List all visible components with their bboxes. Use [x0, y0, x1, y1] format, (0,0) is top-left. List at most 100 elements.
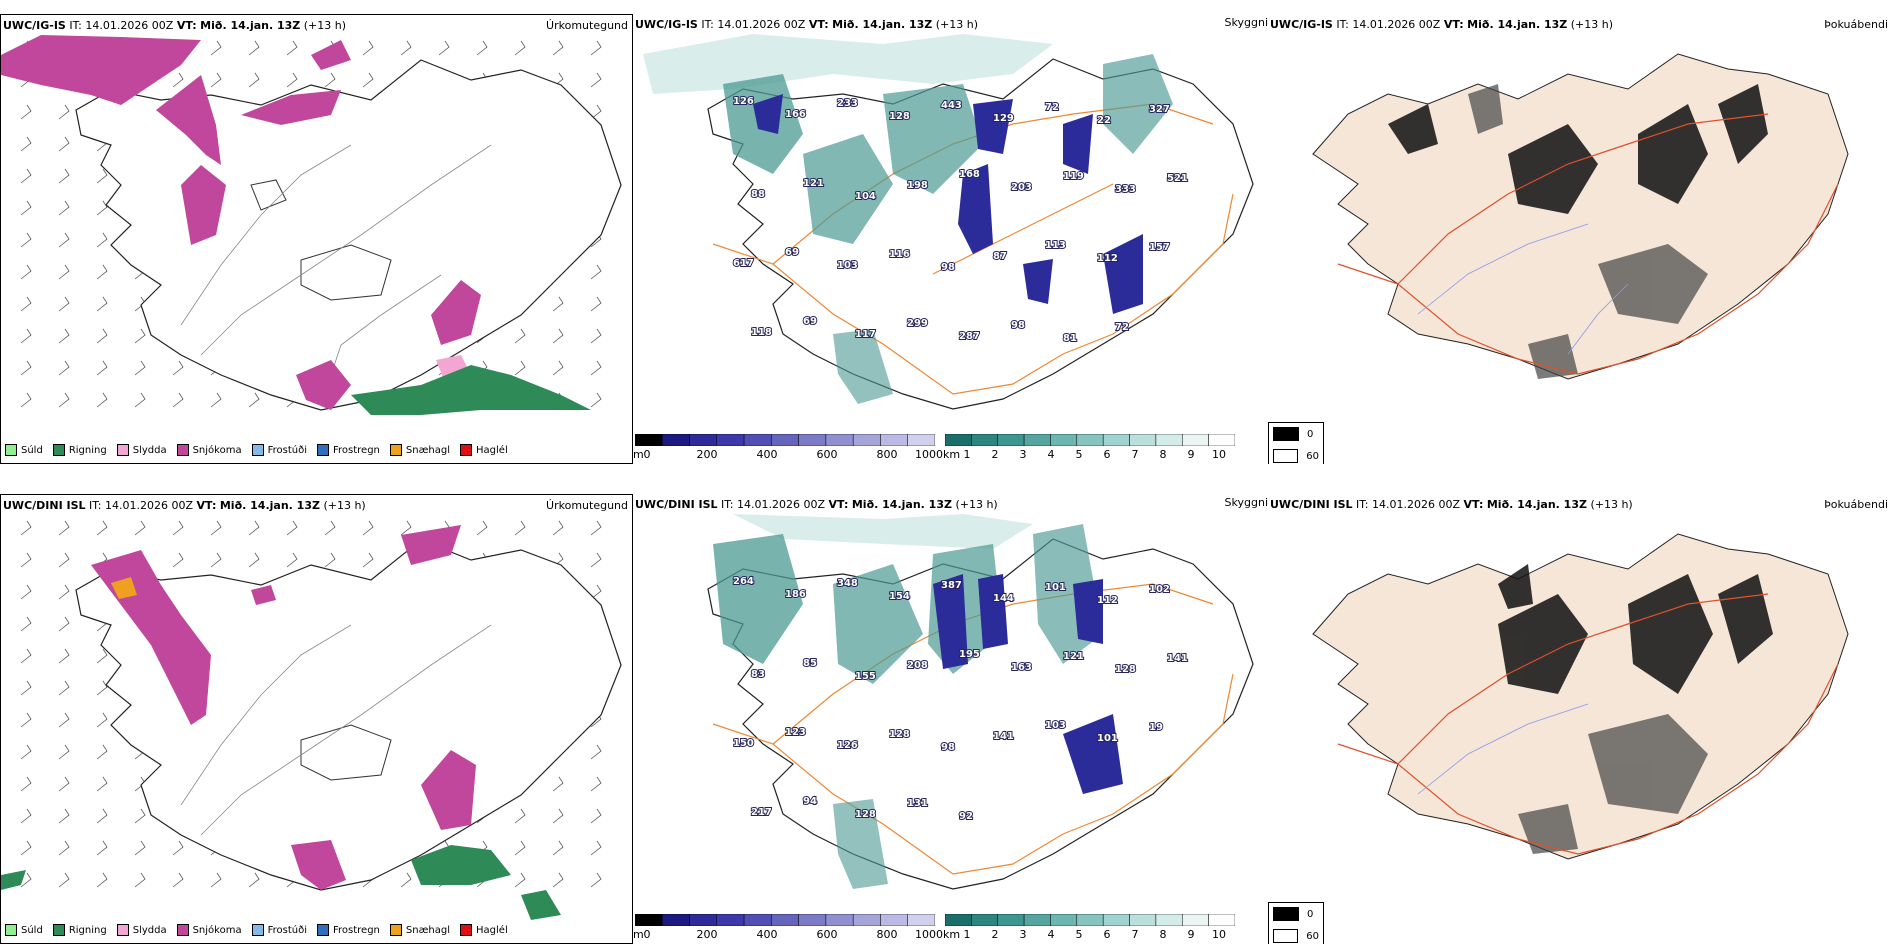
wind-barb [324, 520, 336, 536]
wind-barb [590, 520, 602, 536]
iceland-fog-map [1312, 53, 1849, 380]
legend-item-slydda: Slydda [116, 444, 167, 456]
wind-barb [590, 104, 602, 120]
cloud-base-label: 94 [803, 796, 817, 807]
colorbar-tick: 0 [643, 448, 651, 461]
low-cloud-area [1063, 114, 1093, 174]
wind-barb [134, 872, 146, 888]
rain-area [521, 890, 561, 920]
iceland-cloud-map: 126 166 233 128 443 129 72 22 327 88 121 104 198 168 2… [643, 34, 1254, 410]
wind-barb [96, 360, 108, 376]
wind-barb [172, 520, 184, 536]
wind-barb [514, 520, 526, 536]
colorbar-cell [743, 914, 772, 926]
colorbar-strip [945, 434, 1235, 446]
cloud-base-labels: 126 166 233 128 443 129 72 22 327 88 121 104 198 168 2… [732, 95, 1189, 345]
cloud-base-label: 112 [1097, 253, 1118, 264]
colorbar-cell [798, 434, 827, 446]
cloud-base-colorbar: m 0 200 400 600 800 1000 [633, 434, 943, 464]
legend-swatch [251, 924, 264, 936]
wind-barb [20, 872, 32, 888]
wind-barb [248, 520, 260, 536]
glacier-outline [300, 724, 392, 781]
fog-legend-item: 0 [1269, 423, 1323, 445]
wind-barb [96, 200, 108, 216]
wind-barb [20, 360, 32, 376]
wind-barb [58, 200, 70, 216]
colorbar-cell [971, 914, 998, 926]
legend-swatch [460, 444, 473, 456]
wind-barb [286, 552, 298, 568]
wind-barb [210, 872, 222, 888]
colorbar-tick: 6 [1103, 448, 1111, 461]
cloud-base-label: 88 [751, 189, 765, 200]
wind-barb [96, 840, 108, 856]
wind-barb [172, 392, 184, 408]
wind-barb [96, 392, 108, 408]
cloud-base-label: 128 [855, 809, 876, 820]
wind-barb [362, 520, 374, 536]
colorbar-tick: 800 [876, 448, 898, 461]
colorbar-cell [689, 914, 718, 926]
colorbar-cell [1129, 434, 1157, 446]
cloud-base-label: 144 [993, 593, 1014, 604]
wind-barb [58, 776, 70, 792]
colorbar-tick: 400 [756, 448, 778, 461]
legend-item-frostregn: Frostregn [317, 444, 380, 456]
cloud-base-label: 157 [1149, 242, 1170, 253]
wind-barb [590, 584, 602, 600]
cloud-base-label: 101 [1097, 733, 1118, 744]
wind-barb [590, 552, 602, 568]
colorbar-cell [1102, 914, 1130, 926]
cloud-base-label: 126 [733, 96, 754, 107]
cloud-base-label: 264 [733, 576, 754, 587]
colorbar-cell [743, 434, 772, 446]
cloud-base-label: 81 [1063, 333, 1077, 344]
legend-item-rigning: Rigning [52, 444, 107, 456]
panel-title: UWC/IG-IS IT: 14.01.2026 00Z VT: Mið. 14… [1270, 18, 1614, 31]
cloud-base-label: 126 [837, 740, 858, 751]
cloud-base-label: 617 [733, 258, 754, 269]
iceland-precip-map [1, 520, 622, 920]
cloud-base-label: 19 [1149, 722, 1163, 733]
colorbar-cell [1155, 434, 1183, 446]
wind-barb [552, 40, 564, 56]
colorbar-cell [662, 914, 690, 926]
cloud-base-label: 141 [1167, 653, 1188, 664]
wind-barb [96, 232, 108, 248]
panel-field-label: Úrkomutegund [546, 19, 628, 32]
low-cloud-area [1023, 259, 1053, 304]
colorbar-tick: 2 [991, 928, 999, 941]
precip-legend: Súld Rigning Slydda Snjókoma Frostúði Fr… [5, 919, 508, 941]
colorbar-tick: 3 [1019, 448, 1027, 461]
low-vis-area [803, 134, 893, 244]
cloud-base-label: 119 [1063, 171, 1084, 182]
cloud-base-label: 83 [751, 669, 765, 680]
colorbar-cell [825, 914, 854, 926]
cloud-base-label: 98 [941, 262, 955, 273]
colorbar-cell [771, 434, 799, 446]
colorbar-tick: 200 [696, 448, 718, 461]
wind-barb [58, 296, 70, 312]
wind-barb [590, 840, 602, 856]
cloud-base-label: 233 [837, 98, 858, 109]
colorbar-cell [635, 434, 663, 446]
wind-barb [20, 552, 32, 568]
wind-barb [58, 616, 70, 632]
coastline [75, 539, 622, 891]
snow-area [296, 360, 351, 410]
rain-area [351, 365, 591, 415]
wind-barb [96, 872, 108, 888]
wind-barb [96, 680, 108, 696]
legend-item-snaehagl: Snæhagl [389, 924, 450, 936]
wind-barb [590, 328, 602, 344]
road-network [1337, 113, 1839, 375]
wind-barb [58, 136, 70, 152]
cloud-base-label: 299 [907, 318, 928, 329]
cloud-base-label: 129 [993, 113, 1014, 124]
wind-barb [58, 552, 70, 568]
iceland-precip-map [1, 35, 622, 415]
colorbar-cell [1129, 914, 1157, 926]
colorbar-strip [635, 914, 935, 926]
wind-barb [58, 232, 70, 248]
